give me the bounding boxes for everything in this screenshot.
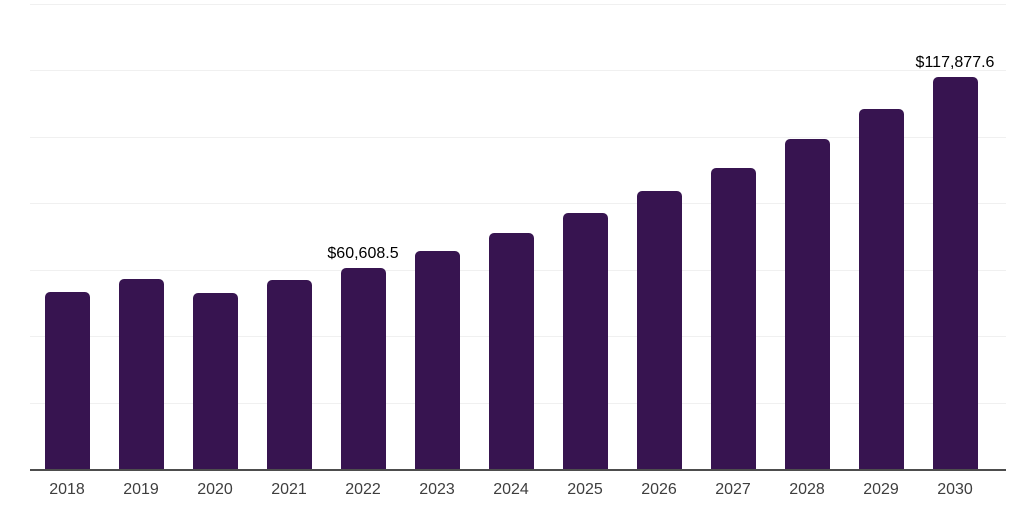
gridline bbox=[30, 136, 1006, 138]
gridline bbox=[30, 70, 1006, 72]
bar-group-2024 bbox=[474, 4, 548, 469]
gridline bbox=[30, 4, 1006, 5]
bar-2025 bbox=[562, 212, 608, 469]
bar-group-2021 bbox=[252, 4, 326, 469]
bar-group-2023 bbox=[400, 4, 474, 469]
x-axis-labels: 2018 2019 2020 2021 2022 2023 2024 2025 2026 2027… bbox=[30, 481, 992, 499]
bar-group-2020 bbox=[178, 4, 252, 469]
x-tick-label-2026: 2026 bbox=[641, 481, 677, 498]
x-tick-label-2020: 2020 bbox=[197, 481, 233, 498]
x-tick-label-2027: 2027 bbox=[715, 481, 751, 498]
x-tick-label-2024: 2024 bbox=[493, 481, 529, 498]
bar-group-2025 bbox=[548, 4, 622, 469]
data-label-2030: $117,877.6 bbox=[915, 54, 995, 72]
bar-2021 bbox=[266, 280, 312, 469]
x-tick-label-2028: 2028 bbox=[789, 481, 825, 498]
bar-2023 bbox=[414, 250, 460, 469]
x-tick-label-2029: 2029 bbox=[863, 481, 899, 498]
x-tick-label-2021: 2021 bbox=[271, 481, 307, 498]
plot-area: $60,608.5 $117,877.6 bbox=[30, 4, 1006, 471]
x-tick-label-2030: 2030 bbox=[937, 481, 973, 498]
bar-2028 bbox=[784, 138, 830, 469]
bar-2019 bbox=[118, 279, 164, 469]
bar-2029 bbox=[858, 108, 904, 469]
bar-2022 bbox=[340, 267, 386, 469]
bar-group-2019 bbox=[104, 4, 178, 469]
bar-2020 bbox=[192, 292, 238, 469]
x-tick-label-2023: 2023 bbox=[419, 481, 455, 498]
bar-2026 bbox=[636, 190, 682, 469]
bar-2027 bbox=[710, 167, 756, 469]
data-label-2022: $60,608.5 bbox=[327, 244, 399, 262]
x-tick-label-2025: 2025 bbox=[567, 481, 603, 498]
bars-container: $60,608.5 $117,877.6 bbox=[30, 4, 1006, 469]
x-tick-label-2022: 2022 bbox=[345, 481, 381, 498]
bar-group-2029 bbox=[844, 4, 918, 469]
bar-2024 bbox=[488, 232, 534, 469]
bar-group-2022: $60,608.5 bbox=[326, 4, 400, 469]
x-tick-label-2019: 2019 bbox=[123, 481, 159, 498]
bar-2018 bbox=[44, 292, 90, 469]
bar-group-2030: $117,877.6 bbox=[915, 4, 995, 469]
gridline bbox=[30, 203, 1006, 205]
bar-group-2028 bbox=[770, 4, 844, 469]
bar-group-2026 bbox=[622, 4, 696, 469]
bar-group-2018 bbox=[30, 4, 104, 469]
bar-2030 bbox=[932, 77, 978, 469]
x-tick-label-2018: 2018 bbox=[49, 481, 85, 498]
bar-group-2027 bbox=[696, 4, 770, 469]
